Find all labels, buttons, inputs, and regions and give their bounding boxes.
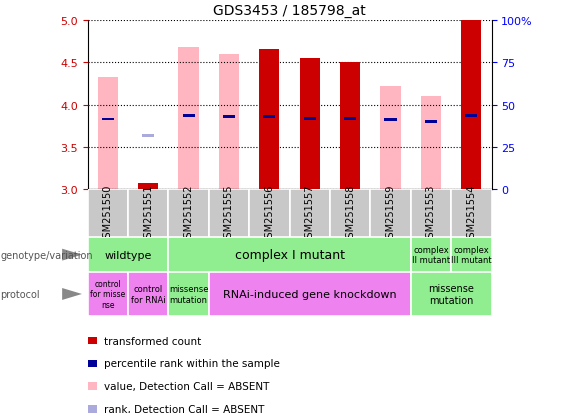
Bar bbox=[263, 116, 275, 119]
Bar bbox=[344, 117, 356, 120]
Bar bbox=[209, 273, 411, 316]
Bar bbox=[168, 273, 209, 316]
Text: complex
II mutant: complex II mutant bbox=[412, 245, 450, 265]
Bar bbox=[380, 87, 401, 190]
Text: GSM251559: GSM251559 bbox=[385, 184, 396, 243]
Bar bbox=[330, 190, 371, 237]
Text: complex I mutant: complex I mutant bbox=[234, 249, 345, 261]
Text: GSM251553: GSM251553 bbox=[426, 184, 436, 243]
Bar bbox=[304, 117, 316, 120]
Bar bbox=[138, 183, 158, 190]
Bar bbox=[411, 237, 451, 273]
Text: GSM251552: GSM251552 bbox=[184, 184, 194, 243]
Bar bbox=[88, 237, 168, 273]
Bar bbox=[98, 78, 118, 190]
Bar bbox=[179, 48, 199, 190]
Text: RNAi-induced gene knockdown: RNAi-induced gene knockdown bbox=[223, 289, 397, 299]
Title: GDS3453 / 185798_at: GDS3453 / 185798_at bbox=[213, 4, 366, 18]
Text: GSM251555: GSM251555 bbox=[224, 184, 234, 243]
Bar bbox=[168, 237, 411, 273]
Text: rank, Detection Call = ABSENT: rank, Detection Call = ABSENT bbox=[103, 404, 264, 413]
Text: GSM251550: GSM251550 bbox=[103, 184, 113, 243]
Bar bbox=[249, 190, 289, 237]
Bar bbox=[128, 273, 168, 316]
Text: missense
mutation: missense mutation bbox=[169, 285, 208, 304]
Bar bbox=[88, 190, 128, 237]
Bar bbox=[466, 115, 477, 118]
Text: GSM251556: GSM251556 bbox=[264, 184, 275, 243]
Text: value, Detection Call = ABSENT: value, Detection Call = ABSENT bbox=[103, 381, 269, 391]
Bar bbox=[451, 190, 492, 237]
Bar bbox=[290, 190, 330, 237]
Bar bbox=[425, 121, 437, 124]
Text: GSM251557: GSM251557 bbox=[305, 184, 315, 243]
Bar bbox=[142, 135, 154, 138]
Text: GSM251551: GSM251551 bbox=[143, 184, 153, 243]
Bar bbox=[299, 59, 320, 190]
Bar bbox=[128, 190, 168, 237]
Bar bbox=[219, 55, 239, 190]
Text: control
for misse
nse: control for misse nse bbox=[90, 280, 125, 309]
Text: control
for RNAi: control for RNAi bbox=[131, 285, 166, 304]
Polygon shape bbox=[62, 249, 82, 261]
Bar bbox=[371, 190, 411, 237]
Text: complex
III mutant: complex III mutant bbox=[451, 245, 492, 265]
Bar bbox=[340, 63, 360, 190]
Polygon shape bbox=[62, 288, 82, 300]
Bar bbox=[168, 190, 209, 237]
Bar bbox=[461, 21, 481, 190]
Bar bbox=[421, 97, 441, 190]
Text: GSM251558: GSM251558 bbox=[345, 184, 355, 243]
Bar bbox=[385, 119, 397, 122]
Bar bbox=[182, 115, 194, 118]
Text: percentile rank within the sample: percentile rank within the sample bbox=[103, 358, 279, 368]
Bar bbox=[411, 273, 492, 316]
Bar bbox=[451, 237, 492, 273]
Text: genotype/variation: genotype/variation bbox=[1, 250, 93, 260]
Text: GSM251554: GSM251554 bbox=[466, 184, 476, 243]
Bar bbox=[411, 190, 451, 237]
Text: protocol: protocol bbox=[1, 289, 40, 299]
Text: transformed count: transformed count bbox=[103, 336, 201, 346]
Text: wildtype: wildtype bbox=[105, 250, 151, 260]
Bar bbox=[209, 190, 249, 237]
Bar bbox=[223, 116, 235, 119]
Text: missense
mutation: missense mutation bbox=[428, 283, 474, 305]
Bar bbox=[102, 118, 114, 121]
Bar bbox=[88, 273, 128, 316]
Bar bbox=[259, 50, 280, 190]
